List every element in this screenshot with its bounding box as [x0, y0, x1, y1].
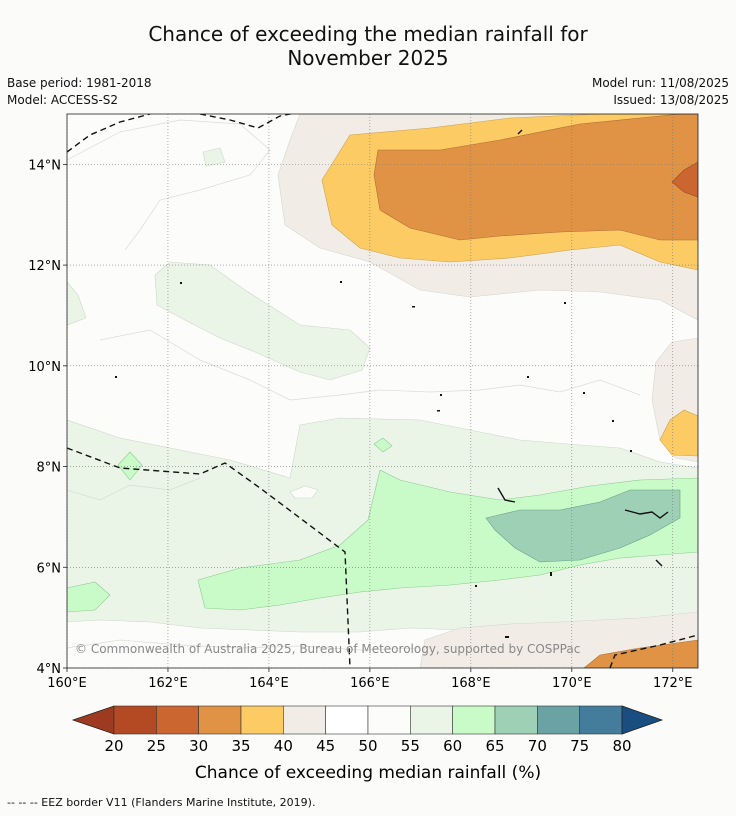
y-tick-label: 12°N: [28, 259, 61, 274]
region-55-60-spot: [202, 147, 226, 167]
region-55-60-northwest: [154, 261, 371, 381]
region-60-65-west: [67, 581, 111, 613]
island: [583, 392, 585, 394]
colorbar-tick-label: 30: [189, 737, 208, 755]
islands: [115, 281, 632, 638]
colorbar-title: Chance of exceeding median rainfall (%): [195, 763, 541, 783]
x-tick-label: 168°E: [451, 676, 491, 691]
atoll: [517, 129, 523, 135]
eez-footnote: -- -- -- EEZ border V11 (Flanders Marine…: [7, 796, 316, 809]
island: [630, 450, 632, 452]
issued-date: Issued: 13/08/2025: [613, 93, 729, 107]
contour-line-b: [99, 329, 641, 401]
model-name: Model: ACCESS-S2: [7, 93, 119, 107]
contour-line-d: [67, 639, 421, 651]
island: [437, 410, 440, 412]
atolls: [497, 129, 669, 567]
island: [612, 420, 614, 422]
colorbar-tick-label: 45: [316, 737, 335, 755]
colorbar-tick-label: 65: [485, 737, 504, 755]
island: [440, 394, 442, 396]
eez-border-south: [67, 447, 351, 668]
y-tick-label: 6°N: [37, 561, 62, 576]
region-65-70-patch: [485, 489, 681, 563]
y-tick-label: 8°N: [37, 461, 62, 476]
colorbar-segment: [579, 705, 623, 735]
x-tick-label: 166°E: [350, 676, 390, 691]
contour-line-c: [67, 477, 201, 501]
colorbar-extend-high: [621, 705, 664, 735]
copyright-notice: © Commonwealth of Australia 2025, Bureau…: [75, 642, 580, 656]
colorbar-extend-low: [71, 705, 115, 735]
colorbar-segment: [156, 705, 199, 735]
atoll: [655, 559, 663, 567]
meta-right: Model run: 11/08/2025 Issued: 13/08/2025: [592, 75, 729, 109]
x-tick-label: 172°E: [653, 676, 693, 691]
colorbar-tick-label: 35: [231, 737, 250, 755]
plot-area: [67, 114, 698, 668]
x-axis-ticks: 160°E 162°E 164°E 166°E 168°E 170°E 172°E: [47, 668, 693, 691]
island: [550, 572, 552, 576]
colorbar-tick-label: 55: [401, 737, 420, 755]
colorbar-tick-label: 60: [443, 737, 462, 755]
eez-border-north-2: [199, 114, 294, 129]
colorbar-segment: [367, 705, 411, 735]
atoll: [497, 487, 516, 503]
y-axis-ticks: 4°N 6°N 8°N 10°N 12°N 14°N: [28, 158, 67, 677]
colorbar-segment: [198, 705, 242, 735]
island: [564, 302, 566, 304]
region-35-40-east: [659, 409, 698, 457]
eez-borders: [67, 114, 698, 668]
x-tick-label: 162°E: [148, 676, 188, 691]
region-60-65-band: [197, 469, 698, 611]
eez-border-north: [67, 114, 151, 153]
atoll: [624, 509, 669, 519]
meta-left: Base period: 1981-2018 Model: ACCESS-S2: [7, 75, 152, 109]
colorbar-segment: [452, 705, 496, 735]
y-tick-label: 10°N: [28, 360, 61, 375]
chart-title: Chance of exceeding the median rainfall …: [0, 22, 736, 70]
title-line-1: Chance of exceeding the median rainfall …: [148, 22, 588, 46]
y-tick-label: 4°N: [37, 662, 62, 677]
island: [527, 376, 529, 378]
island: [115, 376, 117, 378]
plot-frame: [66, 113, 699, 669]
x-tick-label: 164°E: [249, 676, 289, 691]
region-50-55-hole: [289, 485, 319, 499]
colorbar-tick-label: 20: [104, 737, 123, 755]
colorbar-segment: [537, 705, 580, 735]
x-tick-label: 160°E: [47, 676, 87, 691]
colorbar-tick-label: 70: [528, 737, 547, 755]
colorbar-tick-label: 80: [612, 737, 631, 755]
region-60-65-spot-b: [373, 437, 393, 453]
island: [475, 585, 477, 587]
colorbar: 20 25 30 35 40 45 50 55 60 65 70 75 80: [71, 705, 664, 755]
contour-line-a: [67, 119, 271, 251]
x-tick-label: 170°E: [552, 676, 592, 691]
island: [180, 282, 182, 284]
model-run: Model run: 11/08/2025: [591, 76, 729, 90]
colorbar-tick-label: 25: [147, 737, 166, 755]
region-30-35-south: [583, 639, 698, 668]
y-tick-label: 14°N: [28, 158, 61, 173]
colorbar-tick-label: 40: [274, 737, 293, 755]
island: [505, 636, 509, 638]
island: [412, 306, 415, 308]
colorbar-tick-label: 75: [570, 737, 589, 755]
colorbar-segment: [410, 705, 453, 735]
title-line-2: November 2025: [287, 46, 449, 70]
colorbar-segment: [283, 705, 326, 735]
colorbar-segment: [113, 705, 157, 735]
region-25-30-north: [671, 161, 698, 198]
region-55-60-west-edge: [67, 281, 87, 326]
base-period: Base period: 1981-2018: [7, 76, 152, 90]
colorbar-segment: [494, 705, 538, 735]
colorbar-segment: [325, 705, 369, 735]
colorbar-tick-label: 50: [358, 737, 377, 755]
island: [340, 281, 342, 283]
colorbar-segment: [240, 705, 284, 735]
region-60-65-spot-a: [117, 451, 143, 481]
region-30-35-north: [373, 114, 698, 241]
